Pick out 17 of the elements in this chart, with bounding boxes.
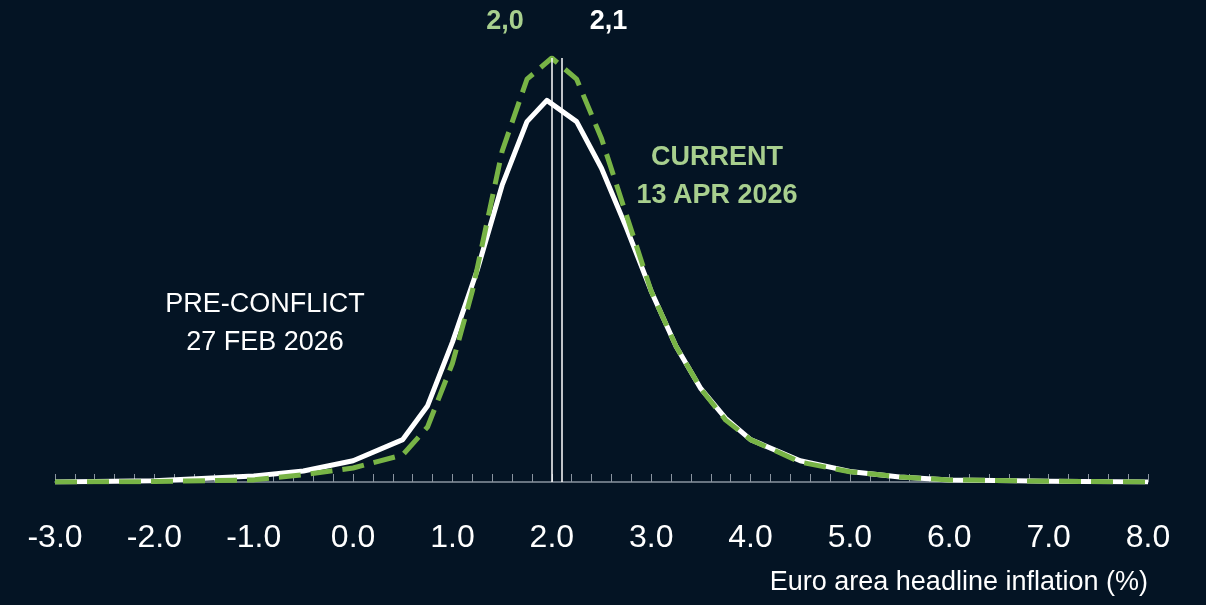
x-tick-label: 7.0 <box>1026 518 1071 554</box>
x-tick-label: 6.0 <box>927 518 972 554</box>
x-tick-label: 3.0 <box>628 518 674 554</box>
x-tick-label: 0.0 <box>330 518 376 554</box>
annotation: CURRENT 13 APR 2026 <box>636 141 798 209</box>
x-tick-label: -3.0 <box>27 518 83 554</box>
x-tick-label: 5.0 <box>827 518 873 554</box>
x-tick-label: 8.0 <box>1125 518 1171 554</box>
annotation: PRE-CONFLICT 27 FEB 2026 <box>165 288 365 356</box>
ref-line-label: 2,0 <box>486 5 524 35</box>
x-tick-label: 2.0 <box>529 518 575 554</box>
x-tick-label: 4.0 <box>728 518 773 554</box>
ref-line-label: 2,1 <box>589 5 628 35</box>
x-axis-title: Euro area headline inflation (%) <box>769 565 1148 596</box>
x-tick-label: -2.0 <box>126 518 182 554</box>
x-tick-label: -1.0 <box>226 518 282 554</box>
x-tick-label: 1.0 <box>430 518 475 554</box>
